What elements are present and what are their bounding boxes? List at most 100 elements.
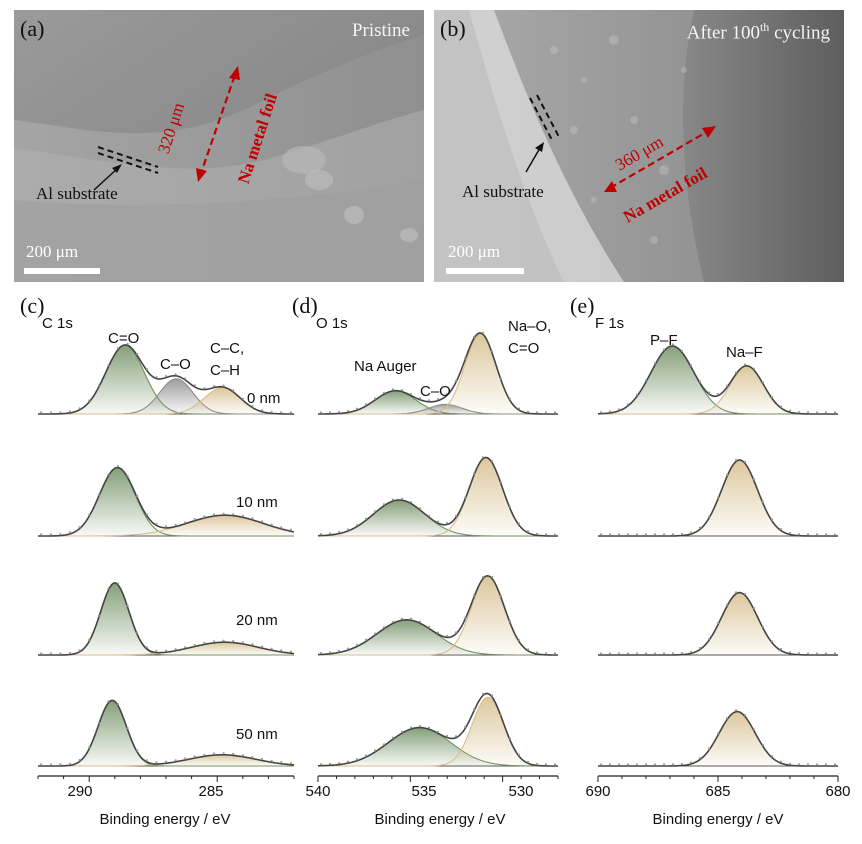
peak-area-0-1-0 xyxy=(38,468,294,536)
data-point-2-1 xyxy=(671,533,675,536)
data-point-0-0 xyxy=(107,364,110,367)
data-point-2-1 xyxy=(707,515,711,518)
data-point-0-0 xyxy=(155,376,158,379)
data-point-2-0 xyxy=(599,411,603,414)
data-point-1-2 xyxy=(472,594,476,597)
al-substrate-label-a: Al substrate xyxy=(36,184,118,203)
data-point-1-2 xyxy=(355,643,359,646)
data-point-2-3 xyxy=(707,747,711,750)
data-point-0-3 xyxy=(155,761,158,764)
data-point-0-1 xyxy=(184,521,187,524)
peak-area-0-2-1 xyxy=(38,642,294,655)
data-point-1-0 xyxy=(436,398,440,401)
data-point-0-3 xyxy=(116,703,120,706)
peak-area-1-1-0 xyxy=(318,500,558,536)
data-point-2-3 xyxy=(779,760,783,763)
data-point-1-1 xyxy=(436,520,440,523)
data-point-0-1 xyxy=(107,473,110,476)
data-point-0-0 xyxy=(59,411,62,414)
data-point-1-1 xyxy=(391,498,395,501)
data-point-1-1 xyxy=(427,514,431,517)
data-point-0-3 xyxy=(107,700,110,703)
data-point-2-1 xyxy=(599,533,603,536)
data-point-1-2 xyxy=(481,576,485,579)
data-point-1-0 xyxy=(364,403,368,406)
data-point-0-1 xyxy=(289,528,292,531)
data-point-2-2 xyxy=(752,607,756,610)
data-point-1-3 xyxy=(418,725,422,728)
data-point-2-1 xyxy=(770,518,774,521)
data-point-0-3 xyxy=(203,753,206,756)
data-point-1-2 xyxy=(436,631,440,634)
data-point-0-0 xyxy=(49,411,52,414)
data-point-0-2 xyxy=(136,631,139,634)
data-point-0-0 xyxy=(251,404,254,408)
data-point-0-2 xyxy=(251,643,254,646)
data-point-2-0 xyxy=(752,367,756,370)
data-point-0-2 xyxy=(97,614,100,617)
data-point-1-1 xyxy=(499,481,503,484)
data-point-1-0 xyxy=(391,388,395,391)
data-point-1-1 xyxy=(517,522,521,525)
data-point-1-0 xyxy=(373,397,377,400)
data-point-0-3 xyxy=(232,752,235,755)
data-point-2-1 xyxy=(806,533,810,536)
data-point-1-0 xyxy=(382,391,386,394)
data-point-2-2 xyxy=(797,652,801,655)
data-point-0-0 xyxy=(116,347,120,350)
data-point-2-0 xyxy=(806,411,810,414)
peak-area-0-1-1 xyxy=(38,515,294,536)
data-point-1-1 xyxy=(409,500,413,504)
peak-label-p-f: P–F xyxy=(650,332,678,349)
data-point-2-3 xyxy=(599,763,603,766)
data-point-2-3 xyxy=(761,743,765,747)
data-point-2-3 xyxy=(734,709,738,712)
tick-c-290: 290 xyxy=(67,783,93,800)
data-point-0-2 xyxy=(68,651,72,655)
data-point-2-1 xyxy=(608,533,612,536)
data-point-1-3 xyxy=(319,763,323,766)
data-point-0-0 xyxy=(68,410,72,413)
peak-area-2-0-1 xyxy=(598,366,838,414)
peak-area-2-0-0 xyxy=(598,346,838,414)
sem-title-cycled: After 100th cycling xyxy=(686,20,830,44)
data-point-0-2 xyxy=(184,646,187,649)
depth-label-0nm: 0 nm xyxy=(247,390,281,407)
peak-area-0-0-1 xyxy=(38,378,294,414)
envelope-2-2 xyxy=(598,591,838,656)
data-point-1-2 xyxy=(328,651,332,654)
data-point-1-2 xyxy=(490,575,494,579)
data-point-0-0 xyxy=(260,409,264,412)
data-point-2-3 xyxy=(680,762,684,766)
data-point-0-3 xyxy=(193,755,196,758)
panel-letter-e: (e) xyxy=(570,293,595,318)
data-point-0-3 xyxy=(289,762,292,765)
data-point-2-2 xyxy=(671,652,675,655)
data-point-1-3 xyxy=(400,730,404,733)
data-point-1-1 xyxy=(463,496,467,499)
data-point-2-0 xyxy=(833,411,837,414)
data-point-0-1 xyxy=(49,533,52,536)
data-point-0-2 xyxy=(270,647,273,650)
data-point-1-0 xyxy=(490,350,494,353)
data-point-0-2 xyxy=(203,641,206,644)
data-point-0-0 xyxy=(88,399,91,402)
sem-cycled-texture xyxy=(434,10,844,282)
data-point-2-0 xyxy=(707,391,711,394)
data-point-0-3 xyxy=(145,759,148,762)
data-point-2-2 xyxy=(761,625,765,628)
data-point-1-0 xyxy=(463,357,467,360)
data-point-2-2 xyxy=(635,652,639,655)
data-point-2-1 xyxy=(779,528,783,531)
data-point-0-0 xyxy=(40,411,43,414)
data-point-2-1 xyxy=(815,533,819,536)
peak-area-2-3-0 xyxy=(598,711,838,766)
data-point-2-3 xyxy=(743,713,747,717)
data-point-1-3 xyxy=(490,694,494,697)
data-point-2-3 xyxy=(797,763,801,766)
scale-label-b: 200 μm xyxy=(448,242,501,261)
data-point-0-1 xyxy=(136,495,139,498)
data-point-2-2 xyxy=(662,652,666,655)
data-point-1-1 xyxy=(400,497,404,500)
data-point-0-2 xyxy=(260,645,264,648)
